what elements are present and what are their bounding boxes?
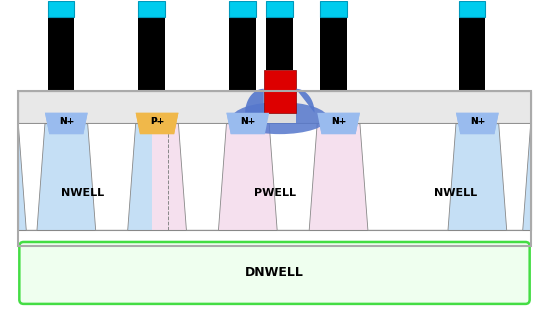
Bar bbox=[266, 17, 293, 70]
FancyBboxPatch shape bbox=[19, 242, 530, 304]
Text: N+: N+ bbox=[331, 117, 346, 126]
Bar bbox=[381, 123, 531, 230]
Bar bbox=[18, 123, 531, 230]
Text: P+: P+ bbox=[150, 117, 164, 126]
Ellipse shape bbox=[232, 102, 328, 134]
Bar bbox=[320, 1, 346, 17]
Bar bbox=[264, 70, 296, 113]
Bar bbox=[18, 91, 531, 123]
Bar bbox=[138, 17, 165, 91]
Bar bbox=[264, 113, 296, 123]
Polygon shape bbox=[317, 113, 360, 134]
Polygon shape bbox=[45, 113, 88, 134]
Text: PWELL: PWELL bbox=[254, 188, 295, 198]
Bar bbox=[229, 17, 256, 91]
Bar bbox=[266, 1, 293, 17]
Bar bbox=[229, 1, 256, 17]
Text: NWELL: NWELL bbox=[61, 188, 104, 198]
Bar bbox=[138, 1, 165, 17]
Text: N+: N+ bbox=[59, 117, 74, 126]
Polygon shape bbox=[136, 113, 178, 134]
Bar bbox=[48, 1, 74, 17]
Bar bbox=[18, 91, 531, 246]
Polygon shape bbox=[317, 113, 360, 134]
Bar bbox=[18, 123, 168, 230]
Polygon shape bbox=[456, 113, 498, 134]
Text: N+: N+ bbox=[331, 117, 346, 126]
Polygon shape bbox=[245, 89, 264, 113]
Text: NWELL: NWELL bbox=[434, 188, 478, 198]
Polygon shape bbox=[136, 113, 178, 134]
Polygon shape bbox=[296, 89, 315, 113]
Polygon shape bbox=[178, 123, 226, 230]
Text: N+: N+ bbox=[59, 117, 74, 126]
Polygon shape bbox=[360, 123, 456, 230]
Bar bbox=[458, 17, 485, 91]
Text: N+: N+ bbox=[470, 117, 485, 126]
Polygon shape bbox=[226, 113, 269, 134]
Polygon shape bbox=[18, 123, 45, 230]
Bar bbox=[458, 1, 485, 17]
Text: N+: N+ bbox=[240, 117, 255, 126]
Text: N+: N+ bbox=[470, 117, 485, 126]
Text: P+: P+ bbox=[150, 117, 164, 126]
Text: N+: N+ bbox=[240, 117, 255, 126]
Polygon shape bbox=[498, 123, 531, 230]
Text: DNWELL: DNWELL bbox=[245, 267, 304, 280]
Polygon shape bbox=[456, 113, 498, 134]
Polygon shape bbox=[269, 123, 317, 230]
Polygon shape bbox=[226, 113, 269, 134]
Polygon shape bbox=[88, 123, 136, 230]
Polygon shape bbox=[45, 113, 88, 134]
Bar bbox=[48, 17, 74, 91]
Bar bbox=[320, 17, 346, 91]
Bar bbox=[152, 123, 397, 230]
